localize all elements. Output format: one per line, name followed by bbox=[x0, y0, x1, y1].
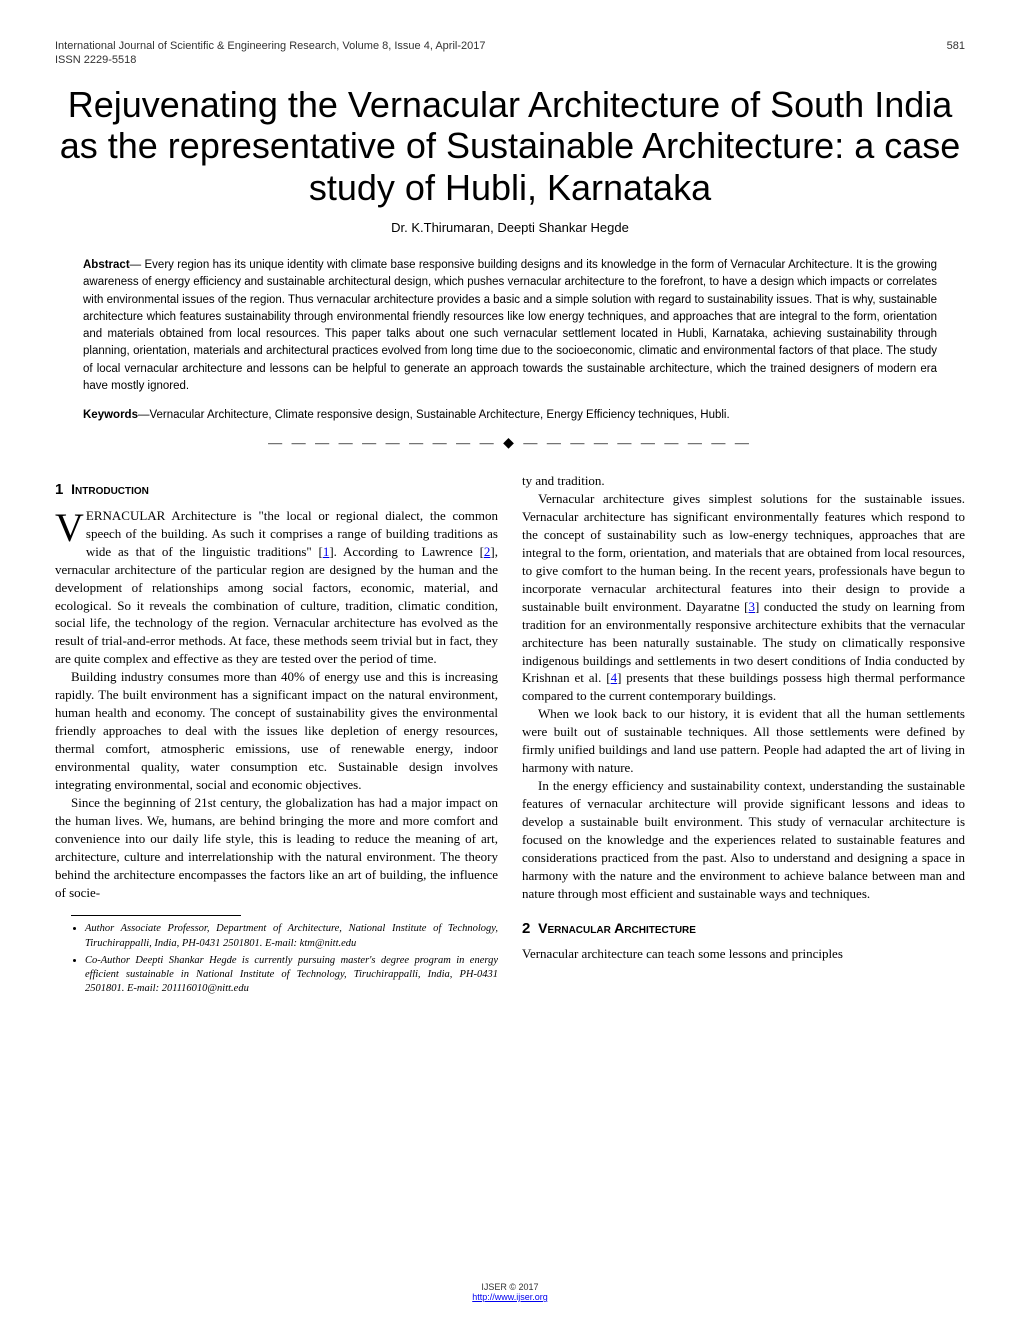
left-column: 1 Introduction VERNACULAR Architecture i… bbox=[55, 472, 498, 999]
abstract-text: — Every region has its unique identity w… bbox=[83, 259, 937, 392]
col2-p1: ty and tradition. bbox=[522, 472, 965, 490]
footer-url-link[interactable]: http://www.ijser.org bbox=[472, 1292, 548, 1302]
col2-p3: When we look back to our history, it is … bbox=[522, 705, 965, 777]
journal-header: International Journal of Scientific & En… bbox=[55, 40, 965, 52]
section-2-num: 2 bbox=[522, 920, 530, 937]
two-column-layout: 1 Introduction VERNACULAR Architecture i… bbox=[55, 472, 965, 999]
journal-name: International Journal of Scientific & En… bbox=[55, 40, 485, 52]
section-1-num: 1 bbox=[55, 481, 63, 498]
col2-p2a: Vernacular architecture gives simplest s… bbox=[522, 491, 965, 614]
page-number: 581 bbox=[947, 40, 965, 52]
section-2-title: Vernacular Architecture bbox=[538, 920, 696, 936]
intro-p2: Building industry consumes more than 40%… bbox=[55, 668, 498, 794]
section-divider: — — — — — — — — — — ◆ — — — — — — — — — … bbox=[55, 435, 965, 452]
section2-p1: Vernacular architecture can teach some l… bbox=[522, 945, 965, 963]
footnote-2: Co-Author Deepti Shankar Hegde is curren… bbox=[85, 954, 498, 997]
col2-p2: Vernacular architecture gives simplest s… bbox=[522, 490, 965, 705]
page-footer: IJSER © 2017 http://www.ijser.org bbox=[0, 1282, 1020, 1302]
p1-part2: ]. According to Lawrence [ bbox=[329, 544, 484, 559]
abstract-block: Abstract— Every region has its unique id… bbox=[83, 257, 937, 395]
intro-p1: VERNACULAR Architecture is "the local or… bbox=[55, 507, 498, 668]
issn: ISSN 2229-5518 bbox=[55, 54, 965, 66]
col2-p4: In the energy efficiency and sustainabil… bbox=[522, 777, 965, 903]
keywords-label: Keywords bbox=[83, 409, 138, 421]
footnote-1: Author Associate Professor, Department o… bbox=[85, 922, 498, 950]
footnotes: Author Associate Professor, Department o… bbox=[55, 922, 498, 996]
keywords-block: Keywords—Vernacular Architecture, Climat… bbox=[83, 409, 937, 421]
abstract-label: Abstract bbox=[83, 259, 130, 271]
section-1-title: Introduction bbox=[71, 481, 149, 497]
footnote-rule bbox=[71, 915, 241, 916]
section-2-heading: 2 Vernacular Architecture bbox=[522, 919, 965, 940]
page-title: Rejuvenating the Vernacular Architecture… bbox=[55, 84, 965, 208]
dropcap: V bbox=[55, 507, 86, 545]
keywords-text: —Vernacular Architecture, Climate respon… bbox=[138, 409, 730, 421]
authors: Dr. K.Thirumaran, Deepti Shankar Hegde bbox=[55, 220, 965, 235]
section-1-heading: 1 Introduction bbox=[55, 480, 498, 501]
footer-copyright: IJSER © 2017 bbox=[0, 1282, 1020, 1292]
p1-part3: ], vernacular architecture of the partic… bbox=[55, 544, 498, 667]
right-column: ty and tradition. Vernacular architectur… bbox=[522, 472, 965, 999]
intro-p3: Since the beginning of 21st century, the… bbox=[55, 794, 498, 902]
